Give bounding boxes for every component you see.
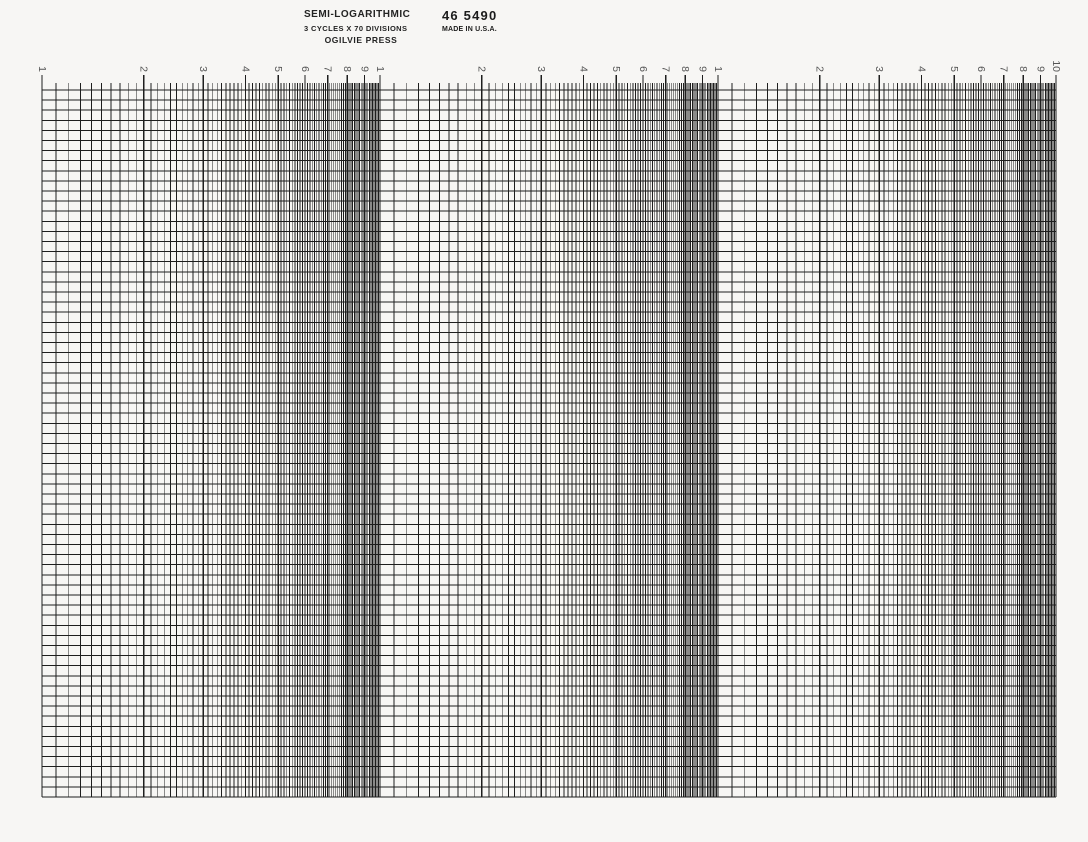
catalog-number: 46 5490: [442, 8, 498, 23]
origin-label: MADE IN U.S.A.: [442, 26, 497, 33]
paper-subtitle: 3 CYCLES X 70 DIVISIONS: [304, 24, 408, 33]
paper-title: SEMI-LOGARITHMIC: [304, 9, 411, 20]
x-axis-label: 8: [341, 66, 353, 72]
x-axis-label: 3: [535, 66, 547, 72]
x-axis-label: 2: [476, 66, 488, 72]
catalog-block: 46 5490 MADE IN U.S.A.: [442, 8, 497, 33]
x-axis-label: 7: [659, 66, 671, 72]
x-axis-label: 7: [997, 66, 1009, 72]
x-axis-label: 6: [637, 66, 649, 72]
x-axis-label: 7: [321, 66, 333, 72]
x-axis-label: 2: [814, 66, 826, 72]
x-axis-label: 4: [239, 66, 251, 72]
x-axis-label: 10: [1050, 60, 1062, 72]
x-axis-label: 3: [873, 66, 885, 72]
x-axis-label: 8: [679, 66, 691, 72]
x-axis-label: 1: [712, 66, 724, 72]
x-axis-label: 5: [610, 66, 622, 72]
x-axis-label: 4: [915, 66, 927, 72]
x-axis-label: 9: [1034, 66, 1046, 72]
x-axis-label: 8: [1017, 66, 1029, 72]
x-axis-label: 3: [197, 66, 209, 72]
header-block: SEMI-LOGARITHMIC 3 CYCLES X 70 DIVISIONS…: [304, 9, 418, 45]
x-axis-label: 1: [36, 66, 48, 72]
x-axis-label: 6: [975, 66, 987, 72]
x-axis-label: 9: [358, 66, 370, 72]
x-axis-label: 1: [374, 66, 386, 72]
x-axis-label: 2: [138, 66, 150, 72]
publisher-name: OGILVIE PRESS: [324, 35, 398, 45]
x-axis-label: 5: [948, 66, 960, 72]
x-axis-label: 6: [299, 66, 311, 72]
x-axis-label: 5: [272, 66, 284, 72]
x-axis-label: 9: [696, 66, 708, 72]
x-axis-label: 4: [577, 66, 589, 72]
